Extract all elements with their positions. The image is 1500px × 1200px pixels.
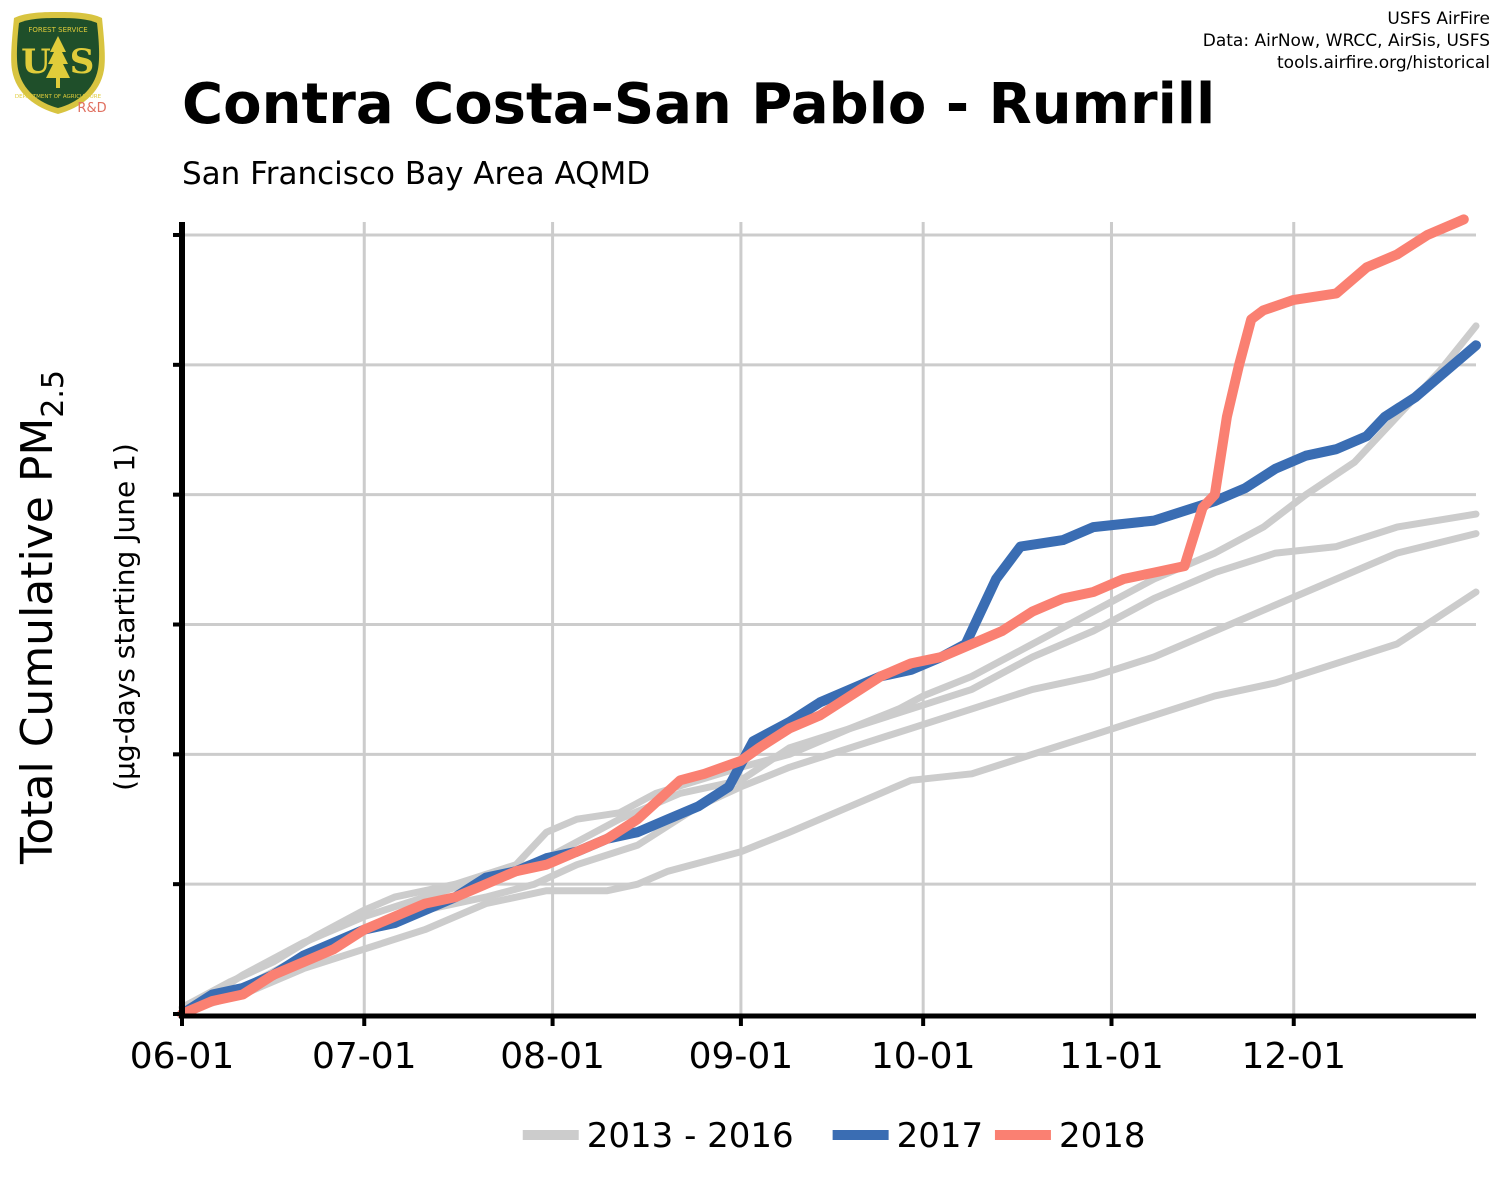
y-axis-labels: Total Cumulative PM2.5 (µg-days starting… — [12, 370, 141, 865]
series-lines — [177, 214, 1481, 1019]
x-tick-labels: 06-01 07-01 08-01 09-01 10-01 11-01 12-01 — [130, 1036, 1346, 1077]
legend-label-0: 2013 - 2016 — [587, 1116, 794, 1156]
series-line-5 — [177, 214, 1469, 1019]
logo-letter-s: S — [70, 42, 95, 82]
legend-label-2: 2018 — [1059, 1116, 1146, 1156]
logo-rd-tag: R&D — [77, 101, 106, 116]
series-line-4 — [177, 340, 1481, 1019]
credit-line-1: USFS AirFire — [1387, 9, 1490, 29]
series-line-0 — [178, 322, 1480, 1011]
logo-tree-icon — [46, 36, 70, 88]
x-tick-label-5: 11-01 — [1059, 1036, 1164, 1077]
axes — [173, 222, 1476, 1026]
x-tick-label-6: 12-01 — [1241, 1036, 1346, 1077]
x-tick-label-0: 06-01 — [130, 1036, 235, 1077]
logo-top-text: FOREST SERVICE — [28, 26, 87, 34]
chart-title: Contra Costa-San Pablo - Rumrill — [182, 72, 1216, 137]
x-tick-label-3: 09-01 — [689, 1036, 794, 1077]
credits: USFS AirFire Data: AirNow, WRCC, AirSis,… — [1203, 8, 1490, 74]
credit-line-2: Data: AirNow, WRCC, AirSis, USFS — [1202, 31, 1490, 51]
series-line-3 — [178, 510, 1480, 1018]
x-tick-label-2: 08-01 — [500, 1036, 605, 1077]
logo-bottom-text: DEPARTMENT OF AGRICULTURE — [15, 94, 102, 100]
y-axis-label: Total Cumulative PM2.5 — [12, 370, 71, 865]
grid-lines — [182, 222, 1476, 1014]
y-axis-sublabel: (µg-days starting June 1) — [108, 443, 141, 791]
y-axis-label-main: Total Cumulative PM — [12, 418, 63, 865]
chart-subtitle: San Francisco Bay Area AQMD — [182, 156, 651, 192]
series-line-1 — [178, 588, 1480, 1015]
logo-letter-u: U — [21, 42, 51, 82]
legend-label-1: 2017 — [897, 1116, 984, 1156]
y-axis-label-subscript: 2.5 — [36, 370, 71, 418]
credit-line-3: tools.airfire.org/historical — [1277, 53, 1490, 73]
x-tick-label-1: 07-01 — [312, 1036, 417, 1077]
x-tick-label-4: 10-01 — [871, 1036, 976, 1077]
forest-service-logo: FOREST SERVICE U S DEPARTMENT OF AGRICUL… — [11, 12, 107, 116]
legend: 2013 - 2016 2017 2018 — [522, 1116, 1146, 1156]
